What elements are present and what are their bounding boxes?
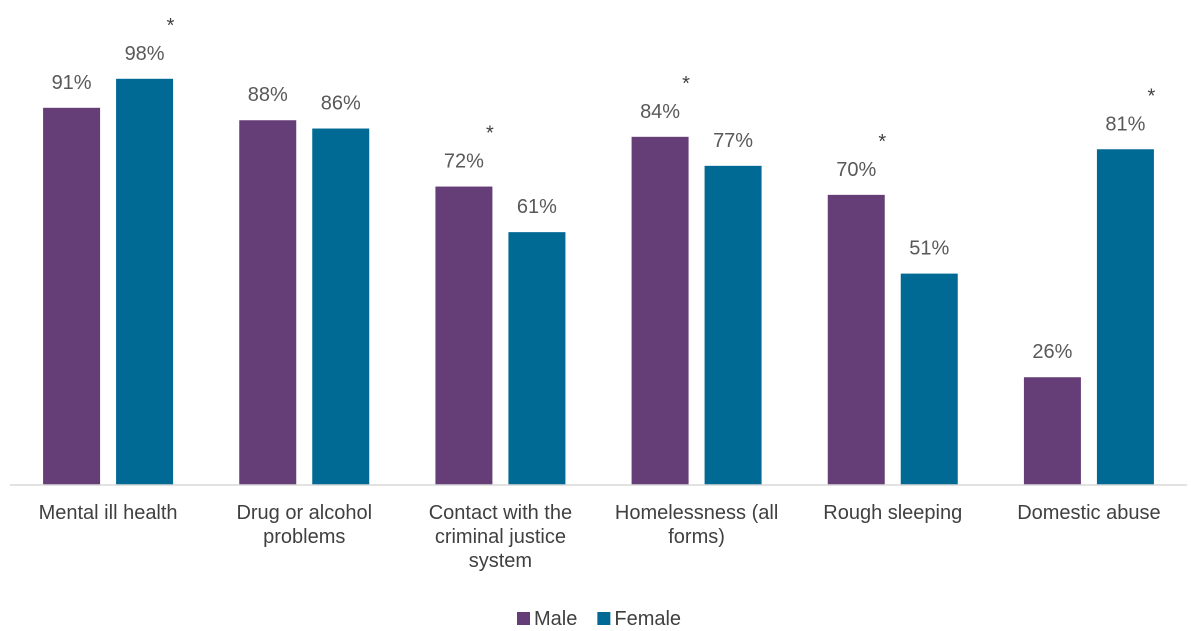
legend-swatch-male [517, 612, 530, 625]
bar-male-5 [1023, 377, 1081, 485]
bar-male-4 [827, 194, 885, 485]
category-label-line: Rough sleeping [823, 502, 962, 524]
bars-layer [43, 78, 1154, 486]
category-label-line: Contact with the [429, 502, 572, 524]
bar-male-1 [239, 120, 297, 486]
category-label-line: system [469, 550, 532, 572]
significance-marker-0: * [167, 15, 175, 37]
bar-male-3 [631, 136, 689, 485]
bar-male-0 [43, 107, 101, 486]
value-labels-layer: 91% 98% 88% 86% 72% 61% 84% 77% 70% 51% 26% 81% [52, 43, 1146, 363]
value-label-female-2: 61% [517, 196, 557, 218]
category-label-line: problems [263, 526, 345, 548]
bar-female-0 [116, 78, 174, 485]
value-label-female-4: 51% [909, 238, 949, 260]
category-label-line: forms) [668, 526, 725, 548]
significance-marker-2: * [682, 73, 690, 95]
value-label-female-5: 81% [1105, 113, 1145, 135]
category-label-line: Drug or alcohol [236, 502, 372, 524]
category-label-line: Domestic abuse [1017, 502, 1160, 524]
category-label-line: Mental ill health [39, 502, 178, 524]
bar-female-2 [508, 232, 566, 485]
category-label-line: criminal justice [435, 526, 566, 548]
legend: Male Female [517, 608, 681, 630]
value-label-female-1: 86% [321, 93, 361, 115]
value-label-male-1: 88% [248, 84, 288, 106]
category-label-line: Homelessness (all [615, 502, 778, 524]
category-label-3: Homelessness (all forms) [615, 502, 778, 548]
legend-swatch-female [597, 612, 611, 625]
category-labels-layer: Mental ill health Drug or alcohol problems… [39, 502, 1161, 572]
category-label-0: Mental ill health [39, 502, 178, 524]
legend-label-male: Male [534, 608, 577, 630]
significance-markers-layer: * * * * * [167, 15, 1156, 153]
value-label-male-2: 72% [444, 151, 484, 173]
value-label-male-3: 84% [640, 101, 680, 123]
bar-female-5 [1096, 149, 1154, 485]
significance-marker-1: * [486, 123, 494, 145]
category-label-2: Contact with the criminal justice system [429, 502, 572, 572]
bar-female-3 [704, 165, 762, 485]
category-label-4: Rough sleeping [823, 502, 962, 524]
category-label-5: Domestic abuse [1017, 502, 1160, 524]
value-label-male-0: 91% [52, 72, 92, 94]
value-label-female-0: 98% [125, 43, 165, 65]
significance-marker-3: * [878, 131, 886, 153]
significance-marker-4: * [1148, 85, 1156, 107]
bar-female-4 [900, 273, 958, 485]
bar-female-1 [312, 128, 370, 485]
value-label-male-4: 70% [836, 159, 876, 181]
legend-label-female: Female [614, 608, 681, 630]
bar-male-2 [435, 186, 493, 485]
value-label-male-5: 26% [1032, 341, 1072, 363]
category-label-1: Drug or alcohol problems [236, 502, 372, 548]
value-label-female-3: 77% [713, 130, 753, 152]
